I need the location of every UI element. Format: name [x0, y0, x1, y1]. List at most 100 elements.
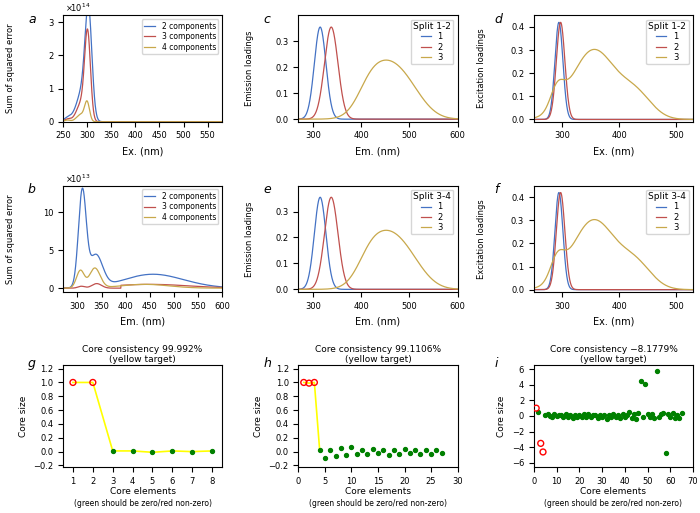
Point	[147, 448, 158, 457]
Point	[319, 453, 330, 462]
Text: h: h	[263, 357, 272, 370]
Point	[644, 413, 655, 421]
Point	[436, 449, 447, 457]
Point	[399, 445, 410, 453]
Point	[304, 379, 315, 387]
Text: i: i	[494, 357, 498, 370]
Point	[533, 408, 544, 416]
Point	[669, 414, 680, 422]
Point	[615, 414, 626, 422]
Point	[640, 380, 651, 388]
Point	[635, 377, 646, 385]
Point	[393, 449, 405, 458]
Point	[356, 445, 368, 453]
Point	[662, 410, 673, 418]
Point	[660, 449, 671, 457]
Point	[314, 446, 326, 455]
Text: g: g	[28, 357, 36, 370]
Text: (green should be zero/red non-zero): (green should be zero/red non-zero)	[74, 499, 211, 508]
Point	[620, 413, 631, 421]
X-axis label: Core elements: Core elements	[109, 487, 176, 496]
Point	[367, 445, 378, 453]
Point	[88, 379, 99, 387]
Point	[383, 451, 394, 459]
Point	[585, 412, 596, 421]
Text: f: f	[494, 184, 498, 196]
Point	[187, 447, 198, 456]
Point	[372, 449, 384, 457]
Point	[601, 415, 612, 423]
Point	[674, 414, 685, 422]
Point	[574, 411, 585, 419]
X-axis label: Core elements: Core elements	[345, 487, 411, 496]
Point	[578, 410, 589, 419]
X-axis label: Ex. (nm): Ex. (nm)	[122, 146, 163, 156]
Point	[547, 412, 558, 421]
Legend: 1, 2, 3: 1, 2, 3	[410, 19, 454, 64]
Point	[656, 410, 667, 419]
Point	[420, 446, 431, 455]
Point	[665, 412, 676, 421]
Legend: 2 components, 3 components, 4 components: 2 components, 3 components, 4 components	[141, 189, 218, 224]
Point	[617, 409, 628, 418]
Y-axis label: Sum of squared error: Sum of squared error	[6, 24, 15, 113]
Y-axis label: Excitation loadings: Excitation loadings	[477, 29, 486, 108]
X-axis label: Core elements: Core elements	[580, 487, 647, 496]
Point	[167, 447, 178, 455]
Point	[592, 414, 603, 422]
Point	[598, 411, 610, 419]
Point	[540, 411, 551, 419]
Point	[426, 449, 437, 458]
Point	[298, 379, 309, 387]
Point	[626, 413, 637, 422]
Title: Core consistency −8.1779%
(yellow target): Core consistency −8.1779% (yellow target…	[550, 345, 678, 364]
Legend: 1, 2, 3: 1, 2, 3	[410, 190, 454, 234]
Point	[351, 450, 363, 459]
Legend: 2 components, 3 components, 4 components: 2 components, 3 components, 4 components	[141, 19, 218, 54]
Point	[642, 409, 653, 418]
Point	[580, 412, 592, 421]
Point	[378, 445, 389, 453]
Point	[558, 413, 569, 421]
Text: c: c	[263, 13, 270, 26]
Point	[560, 410, 571, 419]
Point	[610, 413, 622, 421]
Point	[622, 411, 633, 419]
Point	[608, 410, 619, 419]
Point	[676, 409, 687, 418]
Y-axis label: Core size: Core size	[497, 396, 506, 437]
Point	[341, 451, 352, 459]
Point	[596, 413, 608, 421]
Point	[309, 379, 320, 387]
Point	[649, 414, 660, 422]
Text: $\times\!10^{13}$: $\times\!10^{13}$	[64, 172, 90, 185]
Point	[589, 411, 601, 419]
Y-axis label: Emission loadings: Emission loadings	[245, 31, 254, 106]
Point	[542, 410, 553, 418]
Point	[410, 445, 421, 453]
Point	[430, 446, 442, 455]
Title: Core consistency 99.992%
(yellow target): Core consistency 99.992% (yellow target)	[83, 345, 203, 364]
Text: (green should be zero/red non-zero): (green should be zero/red non-zero)	[309, 499, 447, 508]
Legend: 1, 2, 3: 1, 2, 3	[646, 19, 689, 64]
Point	[651, 367, 662, 376]
Legend: 1, 2, 3: 1, 2, 3	[646, 190, 689, 234]
Point	[538, 448, 549, 456]
Point	[544, 411, 555, 420]
Point	[535, 439, 546, 447]
Point	[667, 409, 678, 418]
Point	[653, 413, 664, 421]
Point	[569, 411, 580, 419]
Point	[325, 445, 336, 453]
Point	[612, 411, 624, 419]
Text: a: a	[28, 13, 36, 26]
X-axis label: Ex. (nm): Ex. (nm)	[593, 146, 634, 156]
Point	[633, 409, 644, 417]
Text: $\times\!10^{14}$: $\times\!10^{14}$	[64, 2, 90, 14]
Point	[587, 411, 598, 419]
Title: Core consistency 99.1106%
(yellow target): Core consistency 99.1106% (yellow target…	[315, 345, 441, 364]
Point	[565, 411, 576, 419]
Point	[583, 410, 594, 418]
Point	[594, 411, 606, 419]
Y-axis label: Excitation loadings: Excitation loadings	[477, 199, 486, 279]
